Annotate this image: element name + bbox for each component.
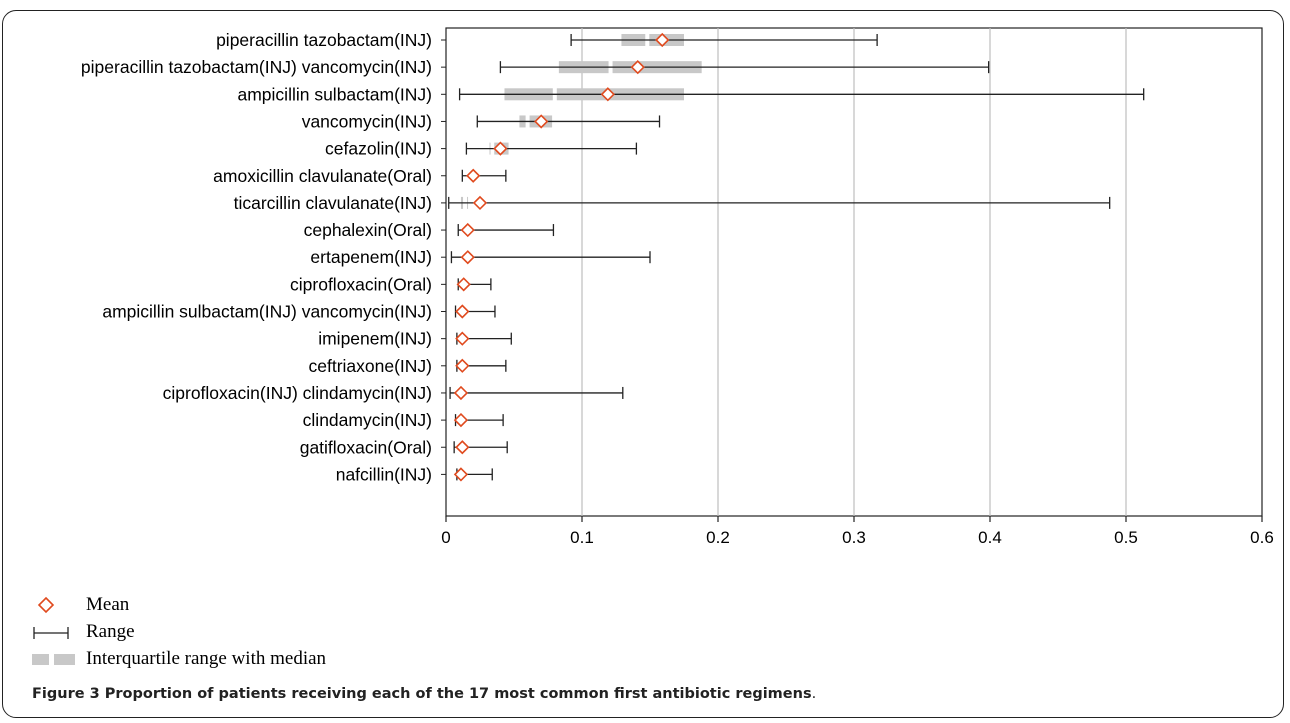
category-label: piperacillin tazobactam(INJ) vancomycin(… xyxy=(81,57,432,77)
category-label: cefazolin(INJ) xyxy=(325,139,432,159)
category-label: ciprofloxacin(Oral) xyxy=(290,274,432,294)
mean-marker xyxy=(472,195,488,211)
mean-marker xyxy=(453,412,469,428)
mean-marker xyxy=(493,141,508,156)
legend-label-mean: Mean xyxy=(86,594,130,615)
mean-marker xyxy=(455,440,470,455)
x-tick-label: 0.1 xyxy=(570,528,594,547)
category-label: gatifloxacin(Oral) xyxy=(300,437,432,457)
x-tick-label: 0.2 xyxy=(706,528,730,547)
mean-diamond-icon xyxy=(37,596,55,614)
mean-marker xyxy=(630,60,645,75)
figure-frame xyxy=(2,10,1284,718)
category-label: nafcillin(INJ) xyxy=(336,464,432,484)
mean-marker xyxy=(466,168,481,183)
range-bar-icon xyxy=(33,627,69,639)
x-tick-label: 0 xyxy=(441,528,450,547)
mean-marker xyxy=(655,32,670,48)
category-label: ertapenem(INJ) xyxy=(310,247,432,267)
legend-label-range: Range xyxy=(86,621,135,642)
category-label: imipenem(INJ) xyxy=(318,329,432,349)
mean-marker xyxy=(453,467,469,482)
category-label: ceftriaxone(INJ) xyxy=(308,356,432,376)
x-tick-label: 0.6 xyxy=(1250,528,1274,547)
category-label: clindamycin(INJ) xyxy=(303,410,432,430)
mean-marker xyxy=(453,385,469,401)
category-label: piperacillin tazobactam(INJ) xyxy=(216,30,432,50)
mean-marker xyxy=(460,250,475,265)
category-label: ampicillin sulbactam(INJ) xyxy=(238,84,433,104)
x-tick-label: 0.5 xyxy=(1114,528,1138,547)
category-label: ampicillin sulbactam(INJ) vancomycin(INJ… xyxy=(102,302,432,322)
caption-tail: . xyxy=(811,686,817,702)
mean-marker xyxy=(460,222,475,238)
x-tick-label: 0.3 xyxy=(842,528,866,547)
mean-marker xyxy=(455,331,470,346)
x-tick-label: 0.4 xyxy=(978,528,1002,547)
category-label: ciprofloxacin(INJ) clindamycin(INJ) xyxy=(163,383,432,403)
category-label: cephalexin(Oral) xyxy=(304,220,432,240)
mean-marker xyxy=(600,87,615,102)
figure-caption: Figure 3 Proportion of patients receivin… xyxy=(32,686,816,702)
mean-marker xyxy=(456,277,471,292)
category-label: ticarcillin clavulanate(INJ) xyxy=(234,193,432,213)
category-label: vancomycin(INJ) xyxy=(302,111,432,131)
mean-marker xyxy=(534,114,549,129)
mean-marker xyxy=(455,304,470,319)
caption-bold: Figure 3 Proportion of patients receivin… xyxy=(32,686,812,702)
iqr-box-icon xyxy=(32,654,75,665)
legend-label-iqr: Interquartile range with median xyxy=(86,648,327,669)
mean-marker xyxy=(455,358,470,373)
category-label: amoxicillin clavulanate(Oral) xyxy=(213,166,432,186)
box-plot-chart: 0 0.1 0.2 0.3 0.4 0.5 0.6 piperacillin tazobact… xyxy=(81,27,1274,547)
